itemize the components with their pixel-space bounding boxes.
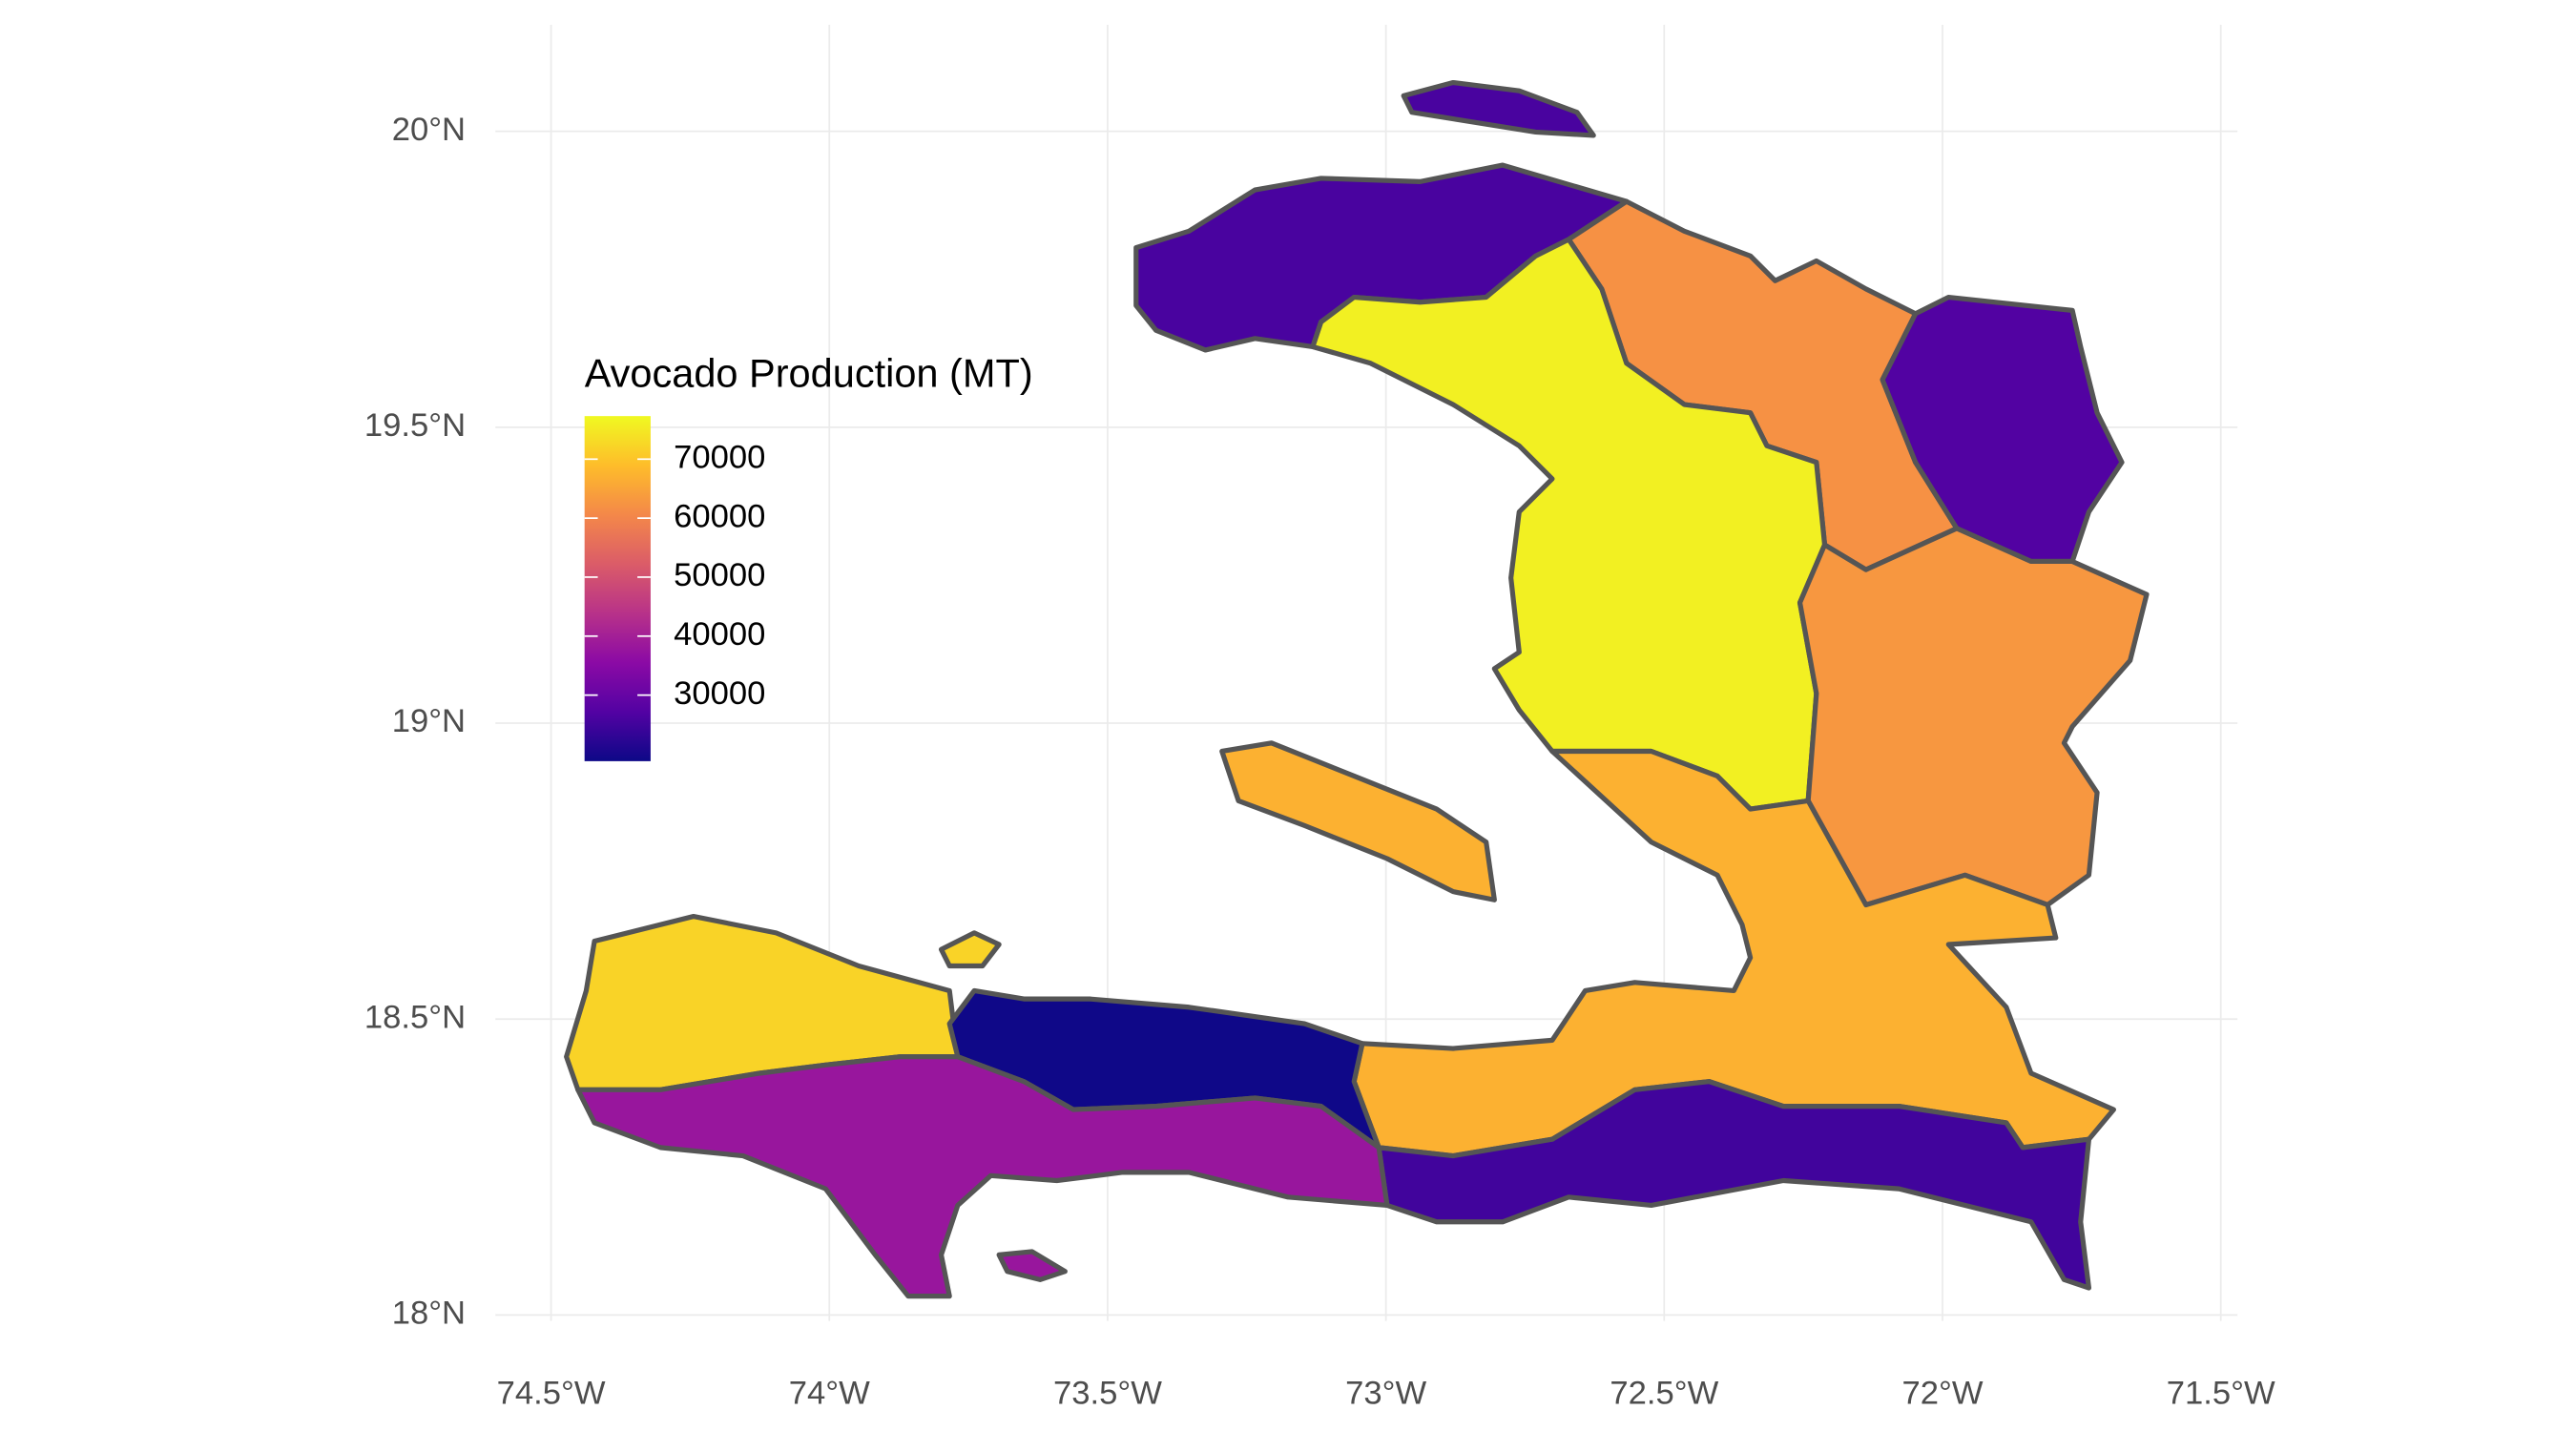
x-tick-label: 73°W <box>1345 1376 1426 1412</box>
y-tick-label: 19°N <box>392 703 466 739</box>
legend-label: 50000 <box>674 557 765 593</box>
y-tick-label: 18.5°N <box>364 999 466 1035</box>
legend-label: 30000 <box>674 675 765 712</box>
region <box>996 1249 1068 1282</box>
region <box>938 930 1002 969</box>
legend: Avocado Production (MT) 30000 40000 50000 6… <box>584 351 1033 761</box>
x-tick-label: 73.5°W <box>1053 1376 1162 1412</box>
legend-label: 70000 <box>674 439 765 475</box>
x-tick-label: 71.5°W <box>2167 1376 2275 1412</box>
legend-title: Avocado Production (MT) <box>585 351 1033 396</box>
x-tick-label: 74.5°W <box>497 1376 606 1412</box>
grid: 74.5°W 74°W 73.5°W 73°W 72.5°W 72°W 71.5°W 18°N… <box>364 24 2275 1412</box>
legend-colorbar <box>584 416 651 761</box>
y-tick-label: 20°N <box>392 112 466 148</box>
y-tick-label: 19.5°N <box>364 407 466 444</box>
region <box>575 1054 1390 1299</box>
region <box>1880 294 2125 565</box>
y-tick-label: 18°N <box>392 1296 466 1332</box>
x-tick-label: 72°W <box>1901 1376 1983 1412</box>
x-tick-label: 72.5°W <box>1610 1376 1718 1412</box>
region <box>1376 1079 2092 1291</box>
legend-label: 40000 <box>674 616 765 653</box>
region <box>1401 79 1596 138</box>
legend-label: 60000 <box>674 498 765 534</box>
regions <box>564 79 2150 1299</box>
region <box>1797 526 2150 908</box>
region <box>1219 740 1497 902</box>
x-tick-label: 74°W <box>789 1376 870 1412</box>
